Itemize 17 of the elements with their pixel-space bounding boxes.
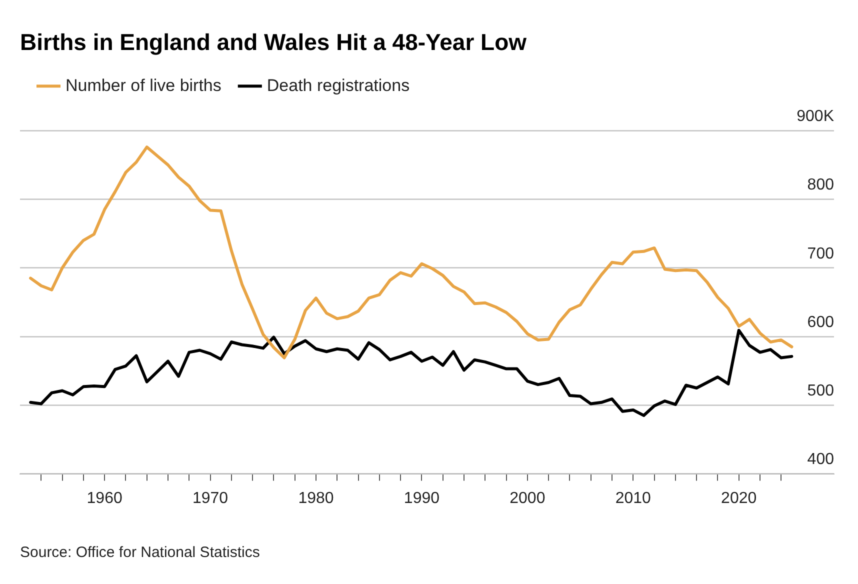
x-tick-label: 1960 <box>86 490 122 507</box>
y-tick-label: 800 <box>807 176 834 194</box>
y-tick-label: 900K <box>796 108 834 126</box>
x-tick-label: 1980 <box>298 490 334 507</box>
chart-title: Births in England and Wales Hit a 48-Year Low <box>20 29 527 56</box>
x-tick-label: 1970 <box>192 490 228 507</box>
x-tick-label: 2020 <box>721 490 757 507</box>
source-note: Source: Office for National Statistics <box>20 544 260 562</box>
x-tick-label: 2000 <box>510 490 546 507</box>
x-tick-label: 1990 <box>404 490 440 507</box>
y-tick-label: 600 <box>807 314 834 331</box>
legend-label: Number of live births <box>66 76 222 95</box>
legend-label: Death registrations <box>266 76 410 95</box>
y-tick-label: 700 <box>807 245 834 262</box>
x-tick-label: 2010 <box>615 490 652 507</box>
y-tick-label: 500 <box>807 382 834 400</box>
y-tick-label: 400 <box>807 451 834 468</box>
